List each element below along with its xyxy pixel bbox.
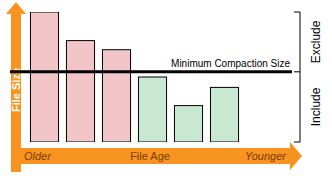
group-label: Exclude xyxy=(309,20,323,63)
bracket-tick xyxy=(294,71,300,72)
y-axis-arrow xyxy=(6,2,26,172)
chart: File Size Older File Age Younger Minimum Com… xyxy=(0,0,332,176)
bar xyxy=(102,50,130,142)
bar xyxy=(138,77,166,142)
bar xyxy=(174,106,202,142)
bar xyxy=(210,87,238,142)
bar xyxy=(66,41,94,142)
bars xyxy=(30,12,238,142)
bracket xyxy=(300,12,301,142)
x-axis-arrow xyxy=(21,142,302,170)
y-axis-label: File Size xyxy=(10,68,22,112)
bracket-tick xyxy=(294,12,300,13)
x-axis-label: File Age xyxy=(130,150,170,162)
threshold-line xyxy=(10,70,292,73)
x-end-label: Younger xyxy=(245,150,287,162)
bracket-tick xyxy=(294,142,300,143)
bar xyxy=(30,12,58,142)
threshold-label: Minimum Compaction Size xyxy=(171,58,290,69)
group-label: Include xyxy=(309,87,323,126)
x-start-label: Older xyxy=(24,150,52,162)
